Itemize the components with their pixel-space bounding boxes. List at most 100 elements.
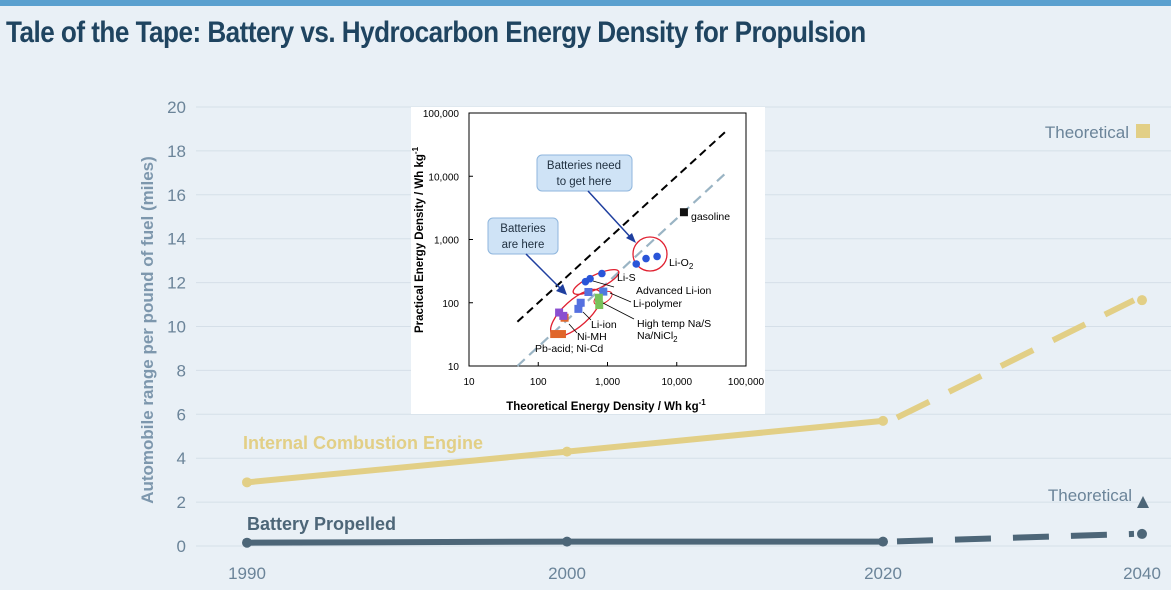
callout-need-box bbox=[536, 154, 633, 192]
inset-y-axis-label: Practical Energy Density / Wh kg-1 bbox=[411, 146, 426, 333]
ice-theoretical-label: Theoretical bbox=[1045, 123, 1129, 142]
inset-point bbox=[632, 260, 641, 268]
ice-projection-line bbox=[895, 297, 1136, 421]
label-na-nicl2: Na/NiCl2 bbox=[637, 330, 678, 344]
inset-x-tick-label: 100 bbox=[530, 377, 547, 388]
battery-theoretical-label: Theoretical bbox=[1048, 486, 1132, 505]
label-li-s: Li-S bbox=[617, 272, 636, 284]
callout-here-arrowhead bbox=[556, 284, 567, 295]
y-tick-label: 4 bbox=[177, 449, 186, 468]
y-axis-ticks: 0 2 4 6 8 10 12 14 16 18 20 bbox=[167, 98, 186, 556]
y-tick-label: 0 bbox=[177, 537, 186, 556]
inset-trend-line bbox=[516, 172, 726, 367]
inset-x-tick-label: 100,000 bbox=[728, 377, 765, 388]
label-li-polymer: Li-polymer bbox=[633, 298, 683, 310]
inset-point bbox=[550, 330, 559, 339]
inset-point bbox=[599, 287, 608, 296]
series-label-battery: Battery Propelled bbox=[247, 514, 396, 534]
battery-projection-line bbox=[896, 530, 1135, 545]
inset-target-line bbox=[516, 131, 726, 323]
inset-x-axis-label: Theoretical Energy Density / Wh kg-1 bbox=[506, 398, 706, 413]
inset-axis-ticks: 10 100 1,000 10,000 100,000 10 100 1,000 10,000 1… bbox=[423, 109, 765, 388]
inset-point bbox=[679, 208, 688, 217]
inset-reference-lines bbox=[516, 131, 726, 367]
inset-point bbox=[574, 304, 583, 313]
y-axis-label: Automobile range per pound of fuel (mile… bbox=[138, 156, 157, 504]
inset-point bbox=[557, 330, 566, 339]
leader-li-polymer bbox=[609, 292, 632, 303]
inset-point bbox=[598, 269, 606, 278]
ellipse-advanced-li-ion bbox=[572, 269, 620, 295]
label-advanced-li-ion: Advanced Li-ion bbox=[636, 285, 711, 297]
callout-need-line-2: to get here bbox=[557, 176, 612, 188]
inset-point bbox=[653, 252, 661, 261]
inset-y-tick-label: 100,000 bbox=[423, 109, 460, 120]
callout-need-arrowhead bbox=[626, 233, 636, 243]
label-li-o2: Li-O2 bbox=[669, 257, 694, 271]
inset-energy-density-chart: 10 100 1,000 10,000 100,000 10 100 1,000 10,000 1… bbox=[411, 107, 765, 414]
callout-need-line-1: Batteries need bbox=[547, 160, 621, 172]
inset-point bbox=[584, 287, 593, 296]
inset-plot: 10 100 1,000 10,000 100,000 10 100 1,000 10,000 1… bbox=[411, 109, 765, 413]
leader-advanced-li-ion bbox=[592, 280, 615, 288]
inset-point bbox=[559, 311, 568, 320]
label-pb-acid: Pb-acid; Ni-Cd bbox=[535, 343, 603, 355]
x-tick-label: 2000 bbox=[548, 564, 586, 583]
inset-point bbox=[642, 254, 650, 263]
callout-here-arrow bbox=[525, 253, 564, 292]
inset-y-tick-label: 10 bbox=[448, 362, 460, 373]
x-tick-label: 1990 bbox=[228, 564, 266, 583]
y-tick-label: 2 bbox=[177, 493, 186, 512]
ice-data-point bbox=[242, 477, 252, 488]
leader-lines bbox=[568, 280, 635, 334]
leader-ni-mh bbox=[568, 323, 578, 334]
inset-x-tick-label: 10 bbox=[463, 377, 475, 388]
battery-theoretical-triangle-icon bbox=[1137, 496, 1149, 508]
y-tick-label: 6 bbox=[177, 405, 186, 424]
y-tick-label: 10 bbox=[167, 318, 186, 337]
series-label-ice: Internal Combustion Engine bbox=[243, 433, 483, 453]
callout-here-line-2: are here bbox=[502, 239, 545, 251]
top-accent-bar bbox=[0, 0, 1171, 6]
ice-data-point bbox=[562, 446, 572, 457]
inset-point bbox=[555, 308, 564, 317]
battery-data-point bbox=[562, 536, 572, 547]
inset-point bbox=[595, 301, 604, 310]
x-tick-label: 2040 bbox=[1123, 564, 1161, 583]
inset-point bbox=[576, 298, 585, 307]
inset-x-tick-label: 10,000 bbox=[661, 377, 692, 388]
battery-projection-point bbox=[1137, 528, 1147, 539]
inset-x-tick-label: 1,000 bbox=[595, 377, 620, 388]
y-tick-label: 12 bbox=[167, 274, 186, 293]
leader-na-s bbox=[602, 302, 635, 320]
battery-data-point bbox=[242, 537, 252, 548]
inset-point bbox=[586, 274, 594, 283]
label-ni-mh: Ni-MH bbox=[577, 331, 607, 343]
y-tick-label: 8 bbox=[177, 361, 186, 380]
label-na-s: High temp Na/S bbox=[637, 318, 711, 330]
y-tick-label: 16 bbox=[167, 186, 186, 205]
inset-y-tick-label: 100 bbox=[442, 299, 459, 310]
y-tick-label: 20 bbox=[167, 98, 186, 117]
y-tick-label: 14 bbox=[167, 230, 186, 249]
ice-data-point bbox=[878, 415, 888, 426]
ellipse-li-o2 bbox=[632, 236, 668, 272]
ice-theoretical-square-icon bbox=[1136, 124, 1150, 138]
label-gasoline: gasoline bbox=[691, 211, 730, 223]
ice-projection-point bbox=[1137, 295, 1147, 306]
inset-point bbox=[594, 293, 603, 302]
callout-here: Batteries are here bbox=[487, 217, 567, 295]
series-lines bbox=[242, 295, 1147, 548]
label-li-ion: Li-ion bbox=[591, 319, 617, 331]
page-title: Tale of the Tape: Battery vs. Hydrocarbo… bbox=[6, 16, 866, 49]
callout-need: Batteries need to get here bbox=[536, 154, 636, 243]
x-tick-label: 2020 bbox=[864, 564, 902, 583]
y-tick-label: 18 bbox=[167, 142, 186, 161]
x-axis-ticks: 1990 2000 2020 2040 bbox=[228, 564, 1161, 583]
callout-here-box bbox=[487, 217, 559, 255]
callout-need-arrow bbox=[587, 190, 634, 241]
leader-li-ion bbox=[582, 311, 592, 321]
battery-data-point bbox=[878, 536, 888, 547]
callout-here-line-1: Batteries bbox=[500, 223, 546, 235]
inset-y-tick-label: 1,000 bbox=[434, 236, 459, 247]
